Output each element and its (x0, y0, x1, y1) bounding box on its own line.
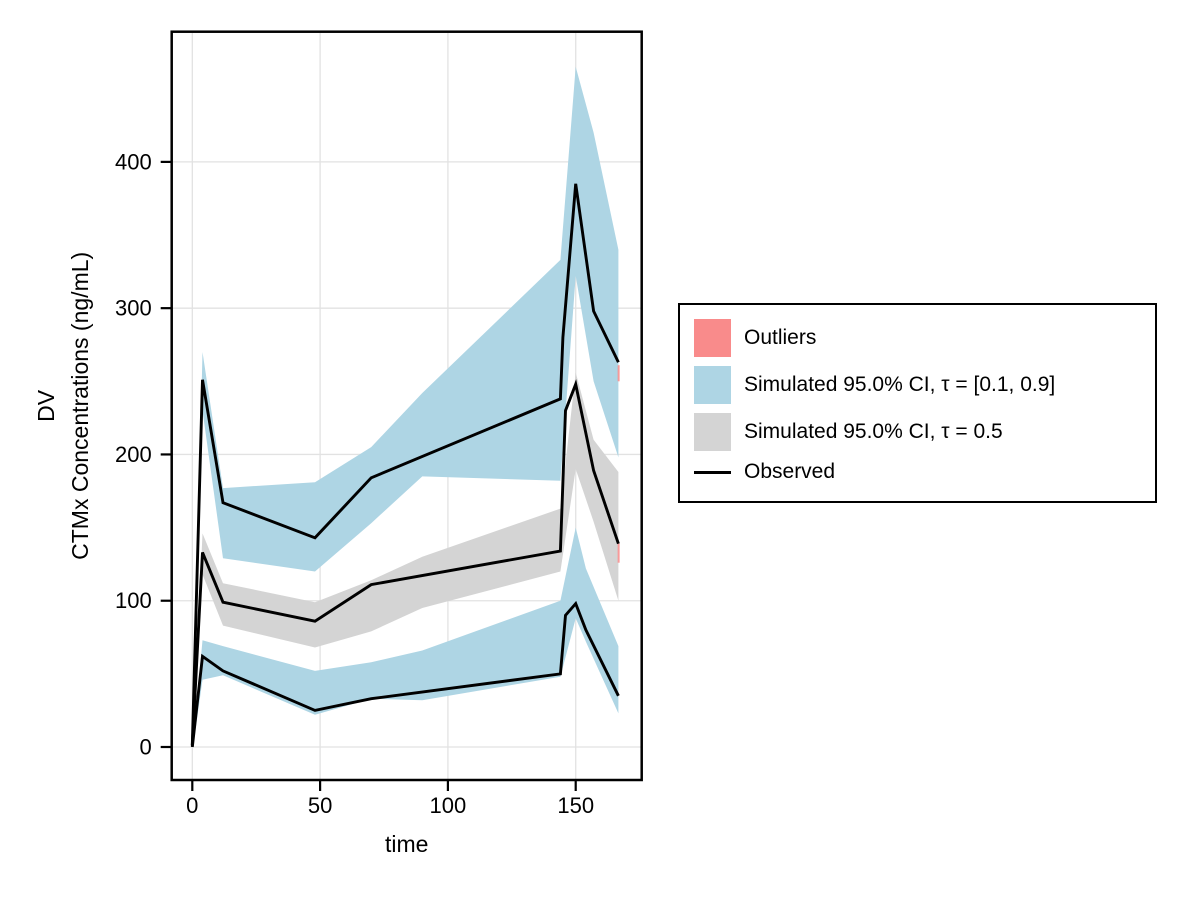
x-tick-label: 50 (308, 793, 332, 818)
line-observed-90th-percentile (190, 183, 620, 746)
simulated-ci-80-swatch-icon (694, 366, 731, 404)
y-axis-title-line1: DV (33, 389, 59, 422)
legend-item-simulated-ci-median: Simulated 95.0% CI, τ = 0.5 (694, 413, 1155, 451)
x-tick-label: 0 (186, 793, 198, 818)
legend-item-simulated-ci-80: Simulated 95.0% CI, τ = [0.1, 0.9] (694, 366, 1155, 404)
x-tick-label: 150 (557, 793, 594, 818)
y-axis-title-line2: CTMx Concentrations (ng/mL) (67, 252, 93, 560)
outliers-swatch-icon (694, 319, 731, 357)
band-simulated-ci-tau-0.1-0.9-upper (193, 66, 619, 748)
legend-item-observed: Observed (694, 453, 1155, 491)
band-simulated-ci-tau-0.5 (193, 372, 619, 747)
legend-label-simulated-ci-80: Simulated 95.0% CI, τ = [0.1, 0.9] (744, 373, 1056, 396)
line-observed-10th-percentile (190, 600, 620, 748)
simulated-ci-median-swatch-icon (694, 413, 731, 451)
legend-item-outliers: Outliers (694, 319, 1155, 357)
plot-frame (170, 30, 643, 782)
line-observed-median (190, 379, 620, 746)
observed-line-swatch-icon (694, 470, 731, 474)
y-tick-label: 0 (139, 734, 151, 759)
y-tick-label: 300 (115, 296, 152, 321)
legend-label-simulated-ci-median: Simulated 95.0% CI, τ = 0.5 (744, 420, 1003, 443)
x-tick-label: 100 (430, 793, 467, 818)
band-simulated-ci-tau-0.1-0.9-lower (193, 527, 619, 747)
y-tick-label: 100 (115, 588, 152, 613)
legend-label-observed: Observed (744, 460, 836, 483)
x-axis-title: time (385, 831, 428, 857)
legend: Outliers Simulated 95.0% CI, τ = [0.1, 0… (678, 303, 1157, 503)
y-tick-label: 400 (115, 149, 152, 174)
y-tick-label: 200 (115, 442, 152, 467)
legend-label-outliers: Outliers (744, 326, 817, 349)
